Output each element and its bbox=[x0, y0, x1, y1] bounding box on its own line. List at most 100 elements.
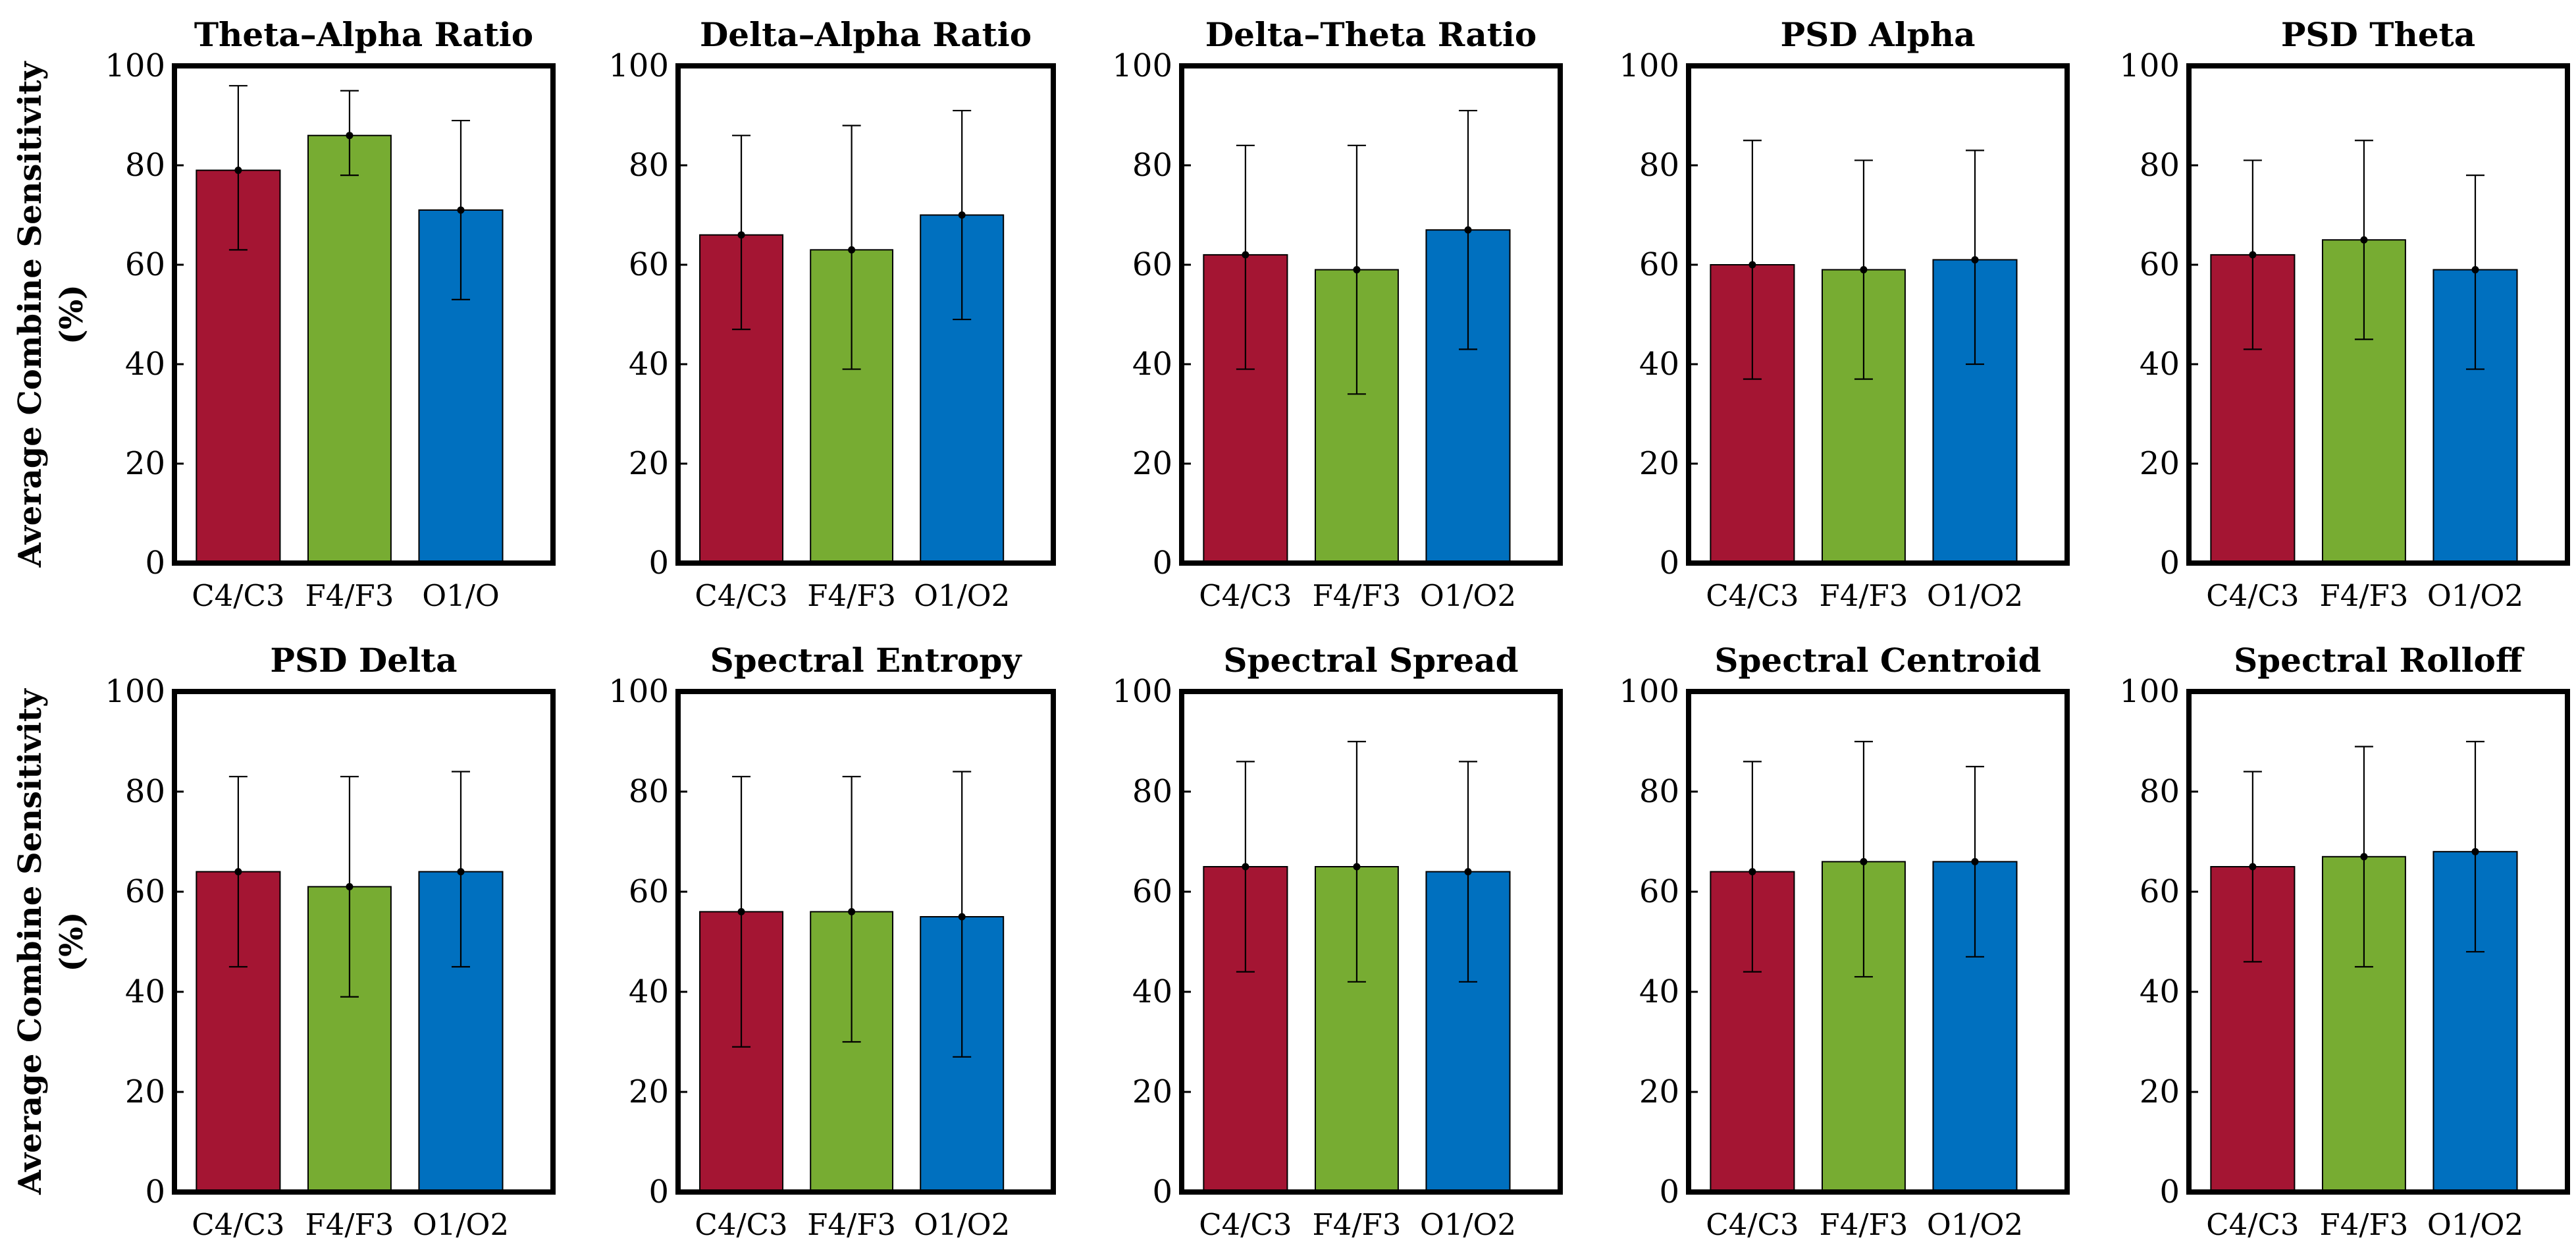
y-tick-label: 40 bbox=[629, 346, 669, 383]
category-label: C4/C3 bbox=[1706, 1207, 1799, 1242]
y-tick-label: 20 bbox=[629, 1073, 669, 1110]
category-label: C4/C3 bbox=[192, 1207, 284, 1242]
y-tick-label: 20 bbox=[1132, 445, 1172, 482]
y-tick-label: 0 bbox=[648, 545, 669, 582]
category-label: O1/O2 bbox=[1927, 1207, 2023, 1242]
y-tick-label: 60 bbox=[2140, 246, 2180, 283]
subplot-8: Spectral Spread 0 20 40 60 80 100 C4/C3 F4/F3 O1/… bbox=[1112, 641, 1563, 1242]
y-tick-label: 100 bbox=[1619, 673, 1679, 710]
y-tick-label: 0 bbox=[1659, 545, 1679, 582]
plot-frame bbox=[675, 689, 1056, 1195]
mean-marker bbox=[848, 246, 856, 254]
y-tick-label: 80 bbox=[125, 147, 165, 184]
subplot-title: Theta–Alpha Ratio bbox=[194, 15, 533, 54]
y-tick-label: 20 bbox=[2140, 1073, 2180, 1110]
category-label: C4/C3 bbox=[695, 578, 787, 613]
y-tick-label: 60 bbox=[2140, 873, 2180, 910]
mean-marker bbox=[1242, 251, 1249, 259]
subplot-6: PSD Delta 0 20 40 60 80 100 C4/C3 F4/F3 O1/O2 Aver… bbox=[12, 641, 556, 1242]
subplot-10: Spectral Rolloff 0 20 40 60 80 100 C4/C3 F4/F3 O1… bbox=[2119, 641, 2570, 1242]
y-tick-label: 100 bbox=[105, 47, 165, 84]
mean-marker bbox=[1464, 226, 1472, 234]
mean-marker bbox=[1242, 863, 1249, 871]
plot-frame bbox=[172, 63, 556, 566]
category-label: O1/O2 bbox=[1927, 578, 2023, 613]
mean-marker bbox=[1748, 868, 1756, 876]
mean-marker bbox=[1464, 868, 1472, 876]
y-tick-label: 60 bbox=[125, 873, 165, 910]
subplot-title: Spectral Rolloff bbox=[2234, 641, 2525, 680]
y-tick-label: 100 bbox=[2119, 47, 2180, 84]
subplot-2: Delta–Alpha Ratio 0 20 40 60 80 100 C4/C3 F4/F3 O… bbox=[608, 15, 1056, 613]
subplot-title: PSD Theta bbox=[2281, 15, 2475, 54]
mean-marker bbox=[958, 211, 966, 219]
y-tick-label: 80 bbox=[1132, 147, 1172, 184]
subplot-title: PSD Alpha bbox=[1781, 15, 1976, 54]
subplot-title: Spectral Entropy bbox=[710, 641, 1023, 680]
y-axis-unit: (%) bbox=[53, 911, 90, 971]
category-label: C4/C3 bbox=[1199, 578, 1292, 613]
y-tick-label: 60 bbox=[1639, 246, 1679, 283]
category-label: O1/O2 bbox=[413, 1207, 509, 1242]
y-tick-label: 80 bbox=[1639, 147, 1679, 184]
y-tick-label: 40 bbox=[1132, 973, 1172, 1010]
y-tick-label: 20 bbox=[125, 1073, 165, 1110]
y-tick-label: 80 bbox=[2140, 147, 2180, 184]
y-tick-label: 0 bbox=[1152, 545, 1172, 582]
category-label: F4/F3 bbox=[1820, 578, 1908, 613]
y-axis-label: Average Combine Sensitivity bbox=[12, 60, 49, 568]
y-tick-label: 100 bbox=[2119, 673, 2180, 710]
category-label: O1/O2 bbox=[2427, 578, 2523, 613]
mean-marker bbox=[958, 913, 966, 921]
bar-f4-f3 bbox=[307, 134, 392, 564]
plot-frame bbox=[2186, 689, 2570, 1195]
y-axis-unit: (%) bbox=[53, 285, 90, 344]
category-label: F4/F3 bbox=[2320, 1207, 2409, 1242]
y-tick-label: 0 bbox=[145, 545, 165, 582]
y-tick-label: 0 bbox=[2159, 545, 2180, 582]
mean-marker bbox=[234, 868, 242, 876]
y-tick-label: 0 bbox=[1659, 1174, 1679, 1210]
y-tick-label: 100 bbox=[105, 673, 165, 710]
mean-marker bbox=[1353, 863, 1361, 871]
y-tick-label: 20 bbox=[1639, 445, 1679, 482]
category-label: F4/F3 bbox=[305, 578, 394, 613]
plot-frame bbox=[1686, 689, 2070, 1195]
plot-frame bbox=[2186, 63, 2570, 566]
subplot-title: Delta–Alpha Ratio bbox=[700, 15, 1032, 54]
y-tick-label: 60 bbox=[125, 246, 165, 283]
y-tick-label: 60 bbox=[1132, 246, 1172, 283]
mean-marker bbox=[2360, 236, 2368, 244]
mean-marker bbox=[2471, 848, 2479, 855]
y-tick-label: 40 bbox=[1132, 346, 1172, 383]
y-axis-label: Average Combine Sensitivity bbox=[12, 688, 49, 1195]
category-label: O1/O2 bbox=[1420, 578, 1516, 613]
y-tick-label: 100 bbox=[1112, 47, 1172, 84]
y-tick-label: 100 bbox=[1619, 47, 1679, 84]
y-tick-label: 100 bbox=[608, 47, 669, 84]
y-tick-label: 20 bbox=[629, 445, 669, 482]
y-tick-label: 0 bbox=[648, 1174, 669, 1210]
y-tick-label: 80 bbox=[2140, 773, 2180, 810]
category-label: C4/C3 bbox=[192, 578, 284, 613]
y-tick-label: 40 bbox=[2140, 973, 2180, 1010]
category-label: C4/C3 bbox=[2206, 1207, 2299, 1242]
y-tick-label: 60 bbox=[629, 873, 669, 910]
mean-marker bbox=[1353, 266, 1361, 274]
plot-frame bbox=[1686, 63, 2070, 566]
category-label: F4/F3 bbox=[807, 1207, 896, 1242]
y-tick-label: 60 bbox=[1132, 873, 1172, 910]
y-tick-label: 0 bbox=[1152, 1174, 1172, 1210]
mean-marker bbox=[2360, 853, 2368, 861]
mean-marker bbox=[2249, 251, 2257, 259]
mean-marker bbox=[234, 167, 242, 175]
y-tick-label: 40 bbox=[125, 346, 165, 383]
category-label: C4/C3 bbox=[1706, 578, 1799, 613]
y-tick-label: 80 bbox=[125, 773, 165, 810]
category-label: O1/O2 bbox=[914, 578, 1010, 613]
y-tick-label: 80 bbox=[629, 147, 669, 184]
y-tick-label: 40 bbox=[629, 973, 669, 1010]
y-tick-label: 100 bbox=[1112, 673, 1172, 710]
subplot-1: Theta–Alpha Ratio 0 20 40 60 80 100 C4/C3 F4/F3 O… bbox=[12, 15, 556, 613]
